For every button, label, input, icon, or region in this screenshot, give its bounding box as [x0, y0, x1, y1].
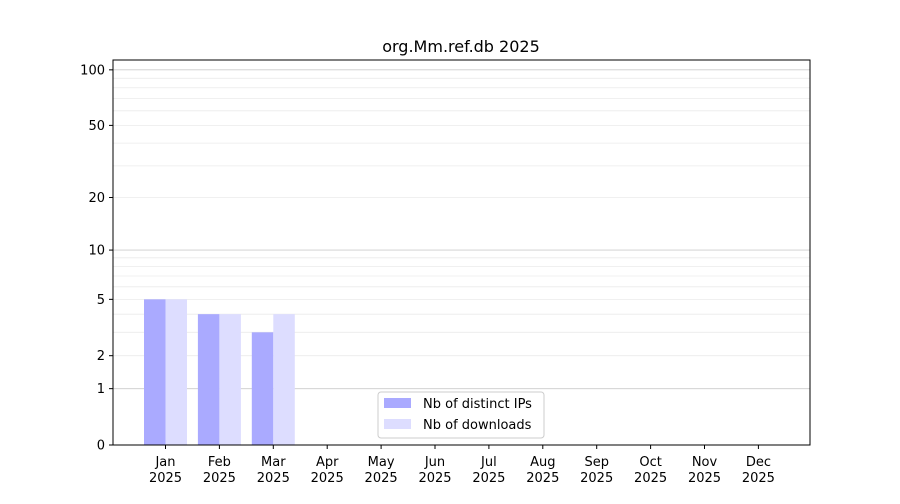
- x-tick-label: 2025: [472, 471, 505, 486]
- x-tick-label: Jun: [424, 455, 445, 470]
- y-tick-label: 10: [88, 244, 105, 259]
- x-tick-label: 2025: [580, 471, 613, 486]
- x-tick-label: Aug: [530, 455, 555, 470]
- x-tick-label: Sep: [584, 455, 609, 470]
- x-tick-label: Jul: [480, 455, 497, 470]
- y-tick-label: 5: [97, 293, 105, 308]
- bars: [144, 299, 295, 445]
- axes: 0125102050100Jan2025Feb2025Mar2025Apr202…: [80, 59, 811, 486]
- x-tick-label: May: [368, 455, 395, 470]
- y-tick-label: 50: [88, 119, 105, 134]
- legend-swatch: [384, 398, 411, 408]
- y-tick-label: 0: [97, 439, 105, 454]
- x-tick-label: 2025: [742, 471, 775, 486]
- x-tick-label: 2025: [688, 471, 721, 486]
- bar-downloads: [165, 299, 187, 445]
- y-tick-label: 20: [88, 191, 105, 206]
- legend-box: [377, 391, 545, 439]
- bar-ips: [144, 299, 166, 445]
- x-tick-label: Apr: [316, 455, 339, 470]
- x-tick-label: 2025: [418, 471, 451, 486]
- x-tick-label: Mar: [261, 455, 286, 470]
- x-tick-label: 2025: [365, 471, 398, 486]
- x-tick-label: 2025: [634, 471, 667, 486]
- x-tick-label: 2025: [203, 471, 236, 486]
- chart-title: org.Mm.ref.db 2025: [382, 37, 540, 56]
- x-tick-label: Jan: [154, 455, 175, 470]
- legend: Nb of distinct IPs Nb of downloads: [377, 391, 545, 439]
- x-tick-label: Oct: [639, 455, 661, 470]
- y-tick-label: 1: [97, 382, 105, 397]
- y-tick-label: 100: [80, 63, 105, 78]
- x-tick-label: Dec: [746, 455, 771, 470]
- x-tick-label: 2025: [311, 471, 344, 486]
- legend-swatch: [384, 419, 411, 429]
- x-tick-label: 2025: [257, 471, 290, 486]
- x-tick-label: Feb: [208, 455, 231, 470]
- grid: [113, 69, 810, 390]
- bar-downloads: [219, 314, 241, 445]
- legend-label: Nb of downloads: [423, 418, 532, 433]
- x-tick-label: 2025: [149, 471, 182, 486]
- bar-ips: [251, 332, 274, 445]
- plot-frame: [112, 59, 811, 446]
- x-tick-label: 2025: [526, 471, 559, 486]
- bar-downloads: [273, 314, 295, 445]
- bar-ips: [197, 314, 220, 445]
- legend-label: Nb of distinct IPs: [423, 397, 532, 412]
- x-tick-label: Nov: [692, 455, 718, 470]
- y-tick-label: 2: [97, 349, 105, 364]
